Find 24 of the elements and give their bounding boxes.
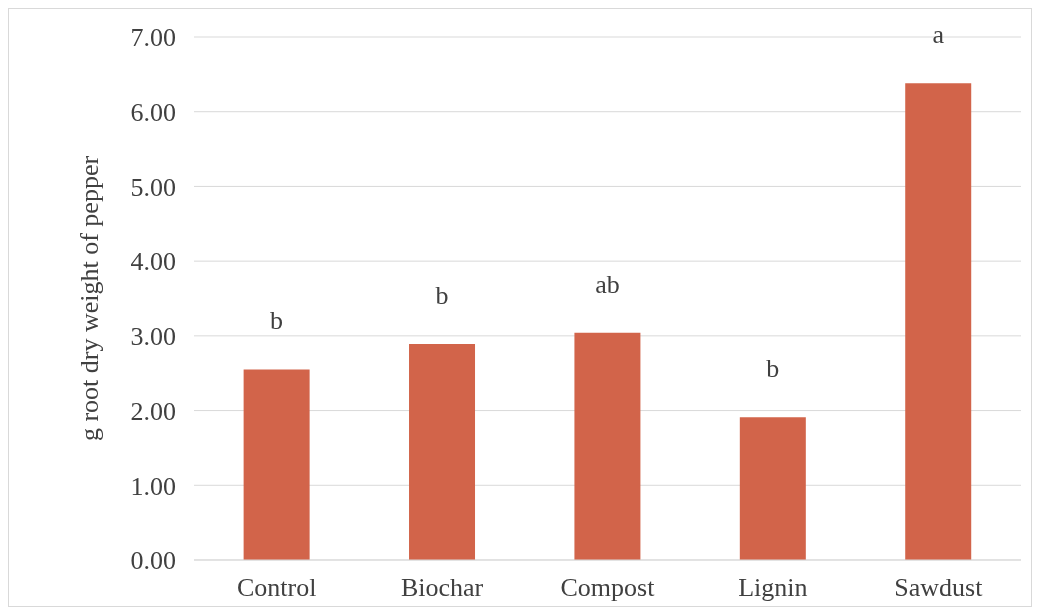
bar <box>905 83 972 560</box>
bar <box>739 417 806 560</box>
annotation: b <box>435 281 449 311</box>
y-tick-label: 1.00 <box>130 471 176 501</box>
x-tick-label: Sawdust <box>894 573 984 603</box>
x-tick-label: Biochar <box>400 573 484 603</box>
x-tick-label: Lignin <box>738 573 808 603</box>
y-tick-label: 4.00 <box>130 247 176 277</box>
annotation: a <box>932 20 945 50</box>
y-axis-title: g root dry weight of pepper <box>75 155 105 442</box>
y-tick-label: 6.00 <box>130 97 176 127</box>
annotation: b <box>766 354 780 384</box>
x-tick-label: Compost <box>560 573 656 603</box>
annotation: ab <box>595 269 620 299</box>
bar <box>409 344 476 560</box>
bar <box>574 332 641 560</box>
y-tick-label: 5.00 <box>130 172 176 202</box>
y-tick-label: 7.00 <box>130 23 176 53</box>
y-tick-label: 2.00 <box>130 396 176 426</box>
x-tick-label: Control <box>236 573 317 603</box>
y-tick-label: 0.00 <box>130 546 176 576</box>
annotation: b <box>270 306 284 336</box>
bar <box>243 369 310 560</box>
y-tick-label: 3.00 <box>130 322 176 352</box>
